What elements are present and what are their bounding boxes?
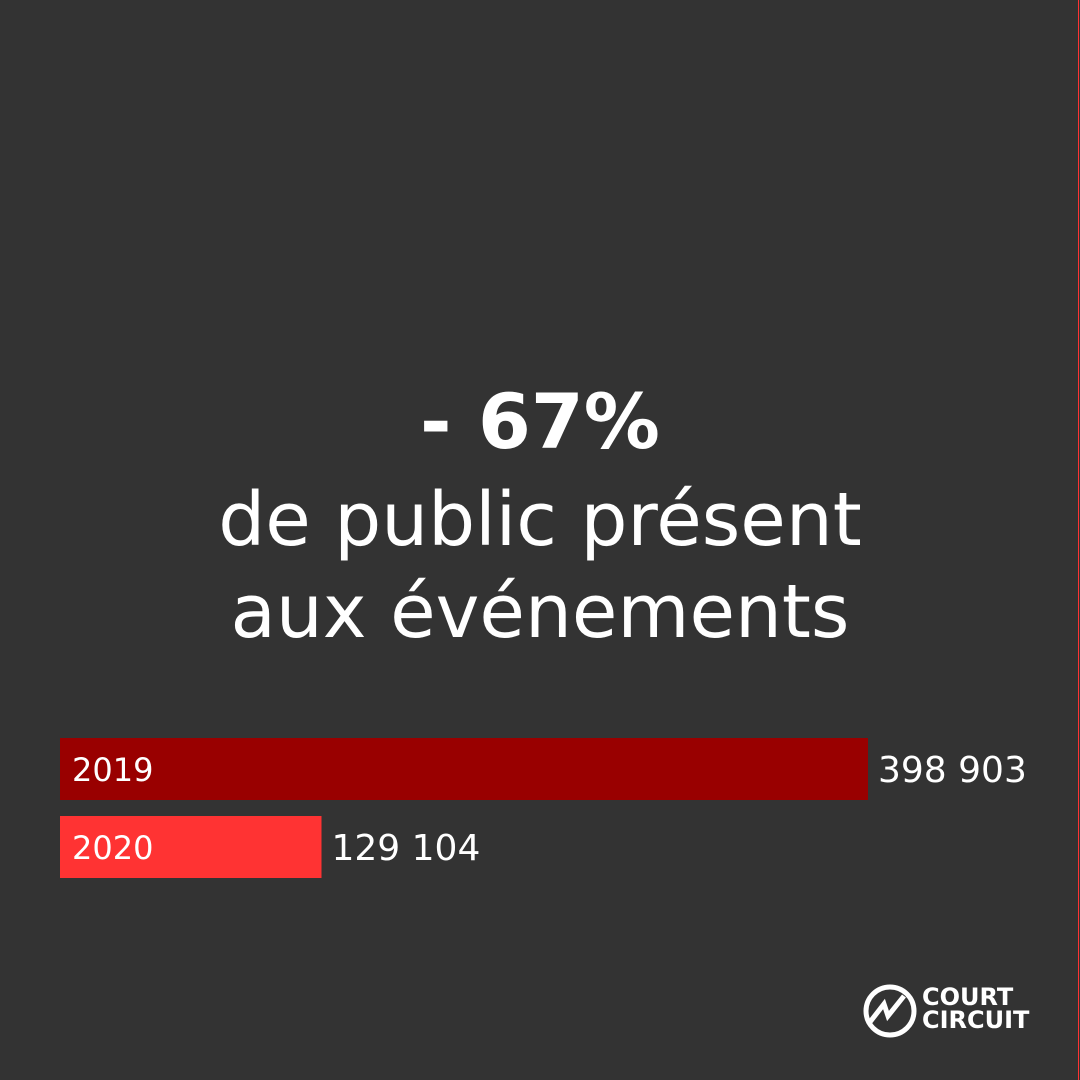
logo-bolt xyxy=(868,994,906,1024)
chart-subtitle: aux événements xyxy=(231,569,850,655)
chart-subtitle: de public présent xyxy=(218,477,862,563)
value-label: 129 104 xyxy=(332,828,481,869)
category-label: 2020 xyxy=(72,829,153,867)
logo-text: CIRCUIT xyxy=(922,1006,1030,1034)
value-label: 398 903 xyxy=(878,750,1027,791)
logo-icon xyxy=(863,984,917,1038)
bar xyxy=(60,738,868,800)
logo: COURT CIRCUIT xyxy=(863,983,1030,1038)
logo-text: COURT xyxy=(922,983,1014,1011)
bar xyxy=(60,816,322,878)
chart-title: - 67% xyxy=(420,377,660,466)
category-label: 2019 xyxy=(72,751,153,789)
